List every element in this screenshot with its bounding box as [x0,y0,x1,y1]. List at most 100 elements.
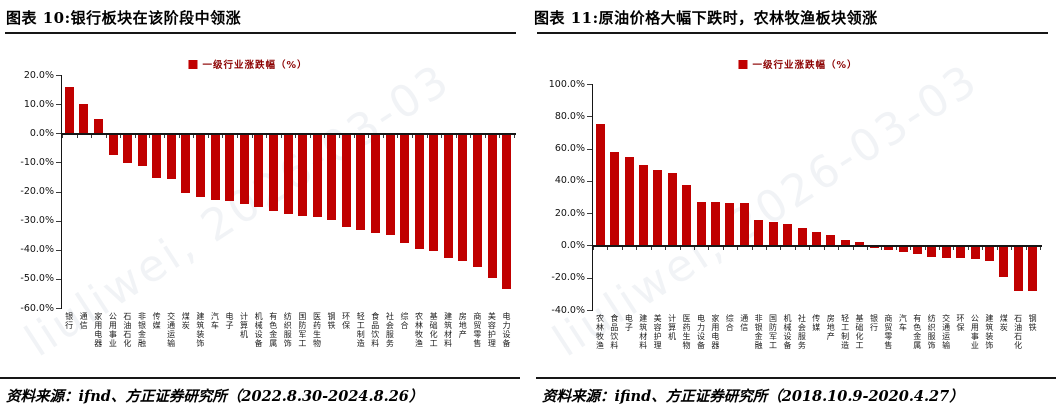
y-tick [587,84,592,85]
bar-轻工制造 [356,134,366,231]
y-tick [587,213,592,215]
x-axis-label: 传媒 [152,312,162,330]
x-axis-label: 煤炭 [181,312,191,330]
bar-煤炭 [999,246,1009,278]
y-tick [56,278,61,280]
y-axis-label: 20.0% [23,69,54,81]
x-tick [120,134,122,138]
x-axis-label: 轻工制造 [356,312,366,348]
x-axis-label: 非银金融 [754,314,764,350]
x-axis-label: 家用电器 [710,314,720,350]
y-axis-label: 0.0% [560,239,585,251]
x-tick [823,246,825,250]
bar-交通运输 [941,246,951,258]
y-tick [587,277,592,279]
figure-11-panel: 图表 11:原油价格大幅下跌时，农林牧渔板块领涨 liuliwei, 2026-… [528,0,1056,414]
bar-非银金融 [754,219,764,246]
bar-房地产 [458,134,468,261]
x-tick [737,246,739,250]
bar-环保 [956,246,966,258]
x-tick [149,134,151,138]
bar-纺织服饰 [927,246,937,257]
y-tick [56,249,61,251]
bar-国防军工 [298,134,308,216]
x-tick [426,134,428,138]
x-tick [982,246,984,250]
x-axis-label: 有色金属 [268,312,278,348]
x-tick [766,246,768,250]
x-axis-label: 商贸零售 [472,312,482,348]
bar-美容护理 [653,169,663,246]
x-tick [62,134,63,138]
x-axis-label: 轻工制造 [840,314,850,350]
x-axis-label: 汽车 [210,312,220,330]
x-tick [924,246,926,250]
x-tick [382,134,384,138]
bar-机械设备 [254,134,264,208]
x-tick [353,134,355,138]
bar-汽车 [210,134,220,200]
bar-电力设备 [696,201,706,246]
bar-家用电器 [93,118,103,134]
figure-11-title: 图表 11:原油价格大幅下跌时，农林牧渔板块领涨 [534,9,878,27]
y-axis-label: -20.0% [20,186,54,197]
x-axis-label: 医药生物 [312,312,322,348]
x-axis-label: 国防军工 [297,312,307,348]
x-tick [751,246,753,250]
bar-基础化工 [429,134,439,251]
x-tick [636,246,638,250]
x-axis-label: 建筑材料 [638,314,648,350]
x-axis-label: 汽车 [898,314,908,332]
bar-社会服务 [385,134,395,235]
x-axis-label: 交通运输 [941,314,951,350]
x-tick [780,246,782,250]
y-tick [587,245,592,247]
bar-建筑装饰 [196,134,206,197]
x-axis-label: 通信 [79,312,89,330]
bar-环保 [341,134,351,228]
x-axis-label: 建筑材料 [443,312,453,348]
bar-计算机 [239,134,249,205]
bar-食品饮料 [610,151,620,246]
bar-通信 [739,203,749,246]
bar-医药生物 [682,184,692,246]
x-axis-label: 非银金融 [137,312,147,348]
y-axis-label: -60.0% [20,302,54,314]
x-axis-label: 食品饮料 [609,314,619,350]
x-tick [693,246,695,250]
x-tick [1011,246,1013,250]
bar-电子 [225,134,235,202]
x-axis-label: 环保 [955,314,965,332]
x-tick [895,246,897,250]
y-axis-line [591,84,593,311]
x-tick [164,134,166,138]
bar-基础化工 [855,242,865,246]
chart-legend: 一级行业涨跌幅（%） [188,57,307,71]
x-tick [134,134,136,138]
y-axis-line [60,75,62,309]
bar-chart-figure-10: 20.0% 10.0% 0.0% -10.0% -20.0% -30.0% -40.0% -5… [20,69,516,348]
x-axis-label: 传媒 [811,314,821,332]
x-axis-label: 石油石化 [122,312,132,348]
x-axis-label: 电子 [624,314,634,332]
x-tick [593,246,594,250]
bar-有色金属 [268,134,278,212]
bar-计算机 [667,172,677,246]
x-tick [368,134,370,138]
bar-农林牧渔 [414,134,424,250]
x-tick [339,134,341,138]
bar-有色金属 [912,246,922,254]
x-tick [207,134,209,138]
y-tick [56,220,61,222]
x-axis-label: 计算机 [667,314,677,341]
title-underline [5,32,516,34]
source-note: 资料来源：ifnd、方正证券研究所（2022.8.30-2024.8.26） [0,377,520,406]
y-tick [56,191,61,193]
x-tick [838,246,840,250]
y-axis-label: 0.0% [29,127,54,139]
x-tick [967,246,969,250]
bar-煤炭 [181,134,191,193]
bar-chart-figure-11: 100.0% 80.0% 60.0% 40.0% 20.0% 0.0% -20.0% -40.… [528,0,1056,414]
y-axis-label: -50.0% [20,273,54,285]
